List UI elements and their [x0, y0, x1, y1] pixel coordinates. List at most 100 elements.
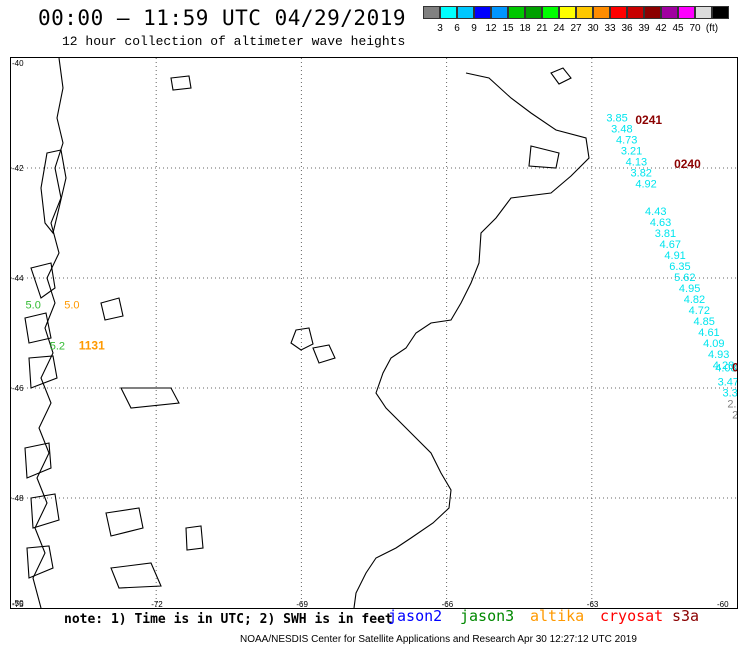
legend-swatch: [712, 6, 729, 19]
axis-labels: -40 -42 -44 -46 -48 -50-75 -72 -69 -66 -63 -60: [12, 59, 729, 609]
lake-1: [100, 297, 124, 321]
lake-4: [110, 562, 162, 589]
satellite-name-altika: altika: [530, 607, 585, 625]
map-canvas: -40 -42 -44 -46 -48 -50-75 -72 -69 -66 -63 -60 3.8…: [11, 57, 740, 609]
wave-height-value: 4.13: [626, 156, 647, 168]
chile-coastline: [32, 57, 64, 609]
satellite-name-jason3: jason3: [460, 607, 515, 625]
coastal-wave-value: 5.0: [64, 299, 79, 311]
wave-height-value: 3.81: [655, 228, 676, 240]
legend-swatch: [695, 6, 712, 19]
legend-swatch: [508, 6, 525, 19]
coastal-inlet: [528, 145, 560, 169]
wave-height-value: 4.91: [664, 250, 685, 262]
fjord-islands-5: [30, 493, 60, 529]
lake-6: [185, 525, 204, 551]
longitude-label: -66: [442, 600, 454, 608]
altimeter-tracks: 3.853.484.733.214.133.824.92 4.434.633.81…: [26, 112, 740, 432]
fjord-islands-6: [26, 545, 54, 579]
wave-height-value: 4.67: [660, 239, 681, 251]
latitude-label: -42: [12, 164, 24, 173]
island-east: [290, 327, 314, 351]
wave-height-value: 3.47: [718, 376, 737, 388]
legend-swatch: [491, 6, 508, 19]
wave-height-value: 4.82: [684, 294, 705, 306]
wave-height-value: 4.61: [698, 327, 719, 339]
legend-swatch: [593, 6, 610, 19]
legend-swatch: [644, 6, 661, 19]
fjord-islands-2: [24, 312, 52, 344]
legend-tick-label: 33: [604, 23, 616, 34]
legend-swatch: [474, 6, 491, 19]
legend-swatch: [610, 6, 627, 19]
wave-height-value: 4.95: [679, 283, 700, 295]
coastline: [24, 57, 590, 609]
longitude-label: -69: [296, 600, 308, 608]
map-subtitle: 12 hour collection of altimeter wave hei…: [62, 34, 406, 49]
wave-height-value: 2.62: [732, 409, 737, 421]
latitude-label: -48: [12, 494, 24, 503]
legend-tick-label: 45: [672, 23, 684, 34]
legend-swatch: [559, 6, 576, 19]
argentina-coastline: [353, 72, 590, 609]
legend-tick-label: 39: [638, 23, 650, 34]
lake-5: [170, 75, 192, 91]
coast-detail-north: [550, 67, 572, 85]
lake-3: [105, 507, 144, 537]
legend-tick-label: (ft): [705, 23, 719, 34]
legend-tick-label: 6: [454, 23, 460, 34]
wave-height-value: 5.62: [674, 272, 695, 284]
fjord-islands-4: [24, 442, 52, 479]
wave-height-value: 4.93: [708, 349, 729, 361]
wave-height-value: 4.72: [689, 305, 710, 317]
wave-height-value: 4.73: [616, 134, 637, 146]
longitude-label: -75: [12, 600, 24, 608]
legend-swatch: [542, 6, 559, 19]
wave-height-value: 4.08: [715, 363, 736, 375]
satellite-name-cryosat: cryosat: [600, 607, 664, 625]
wave-height-value: 4.85: [693, 316, 714, 328]
pass-time-label: 0: [732, 361, 737, 375]
pass-time-label: 0240: [674, 157, 701, 171]
longitude-label: -72: [151, 600, 163, 608]
pass-time-label: 0241: [635, 113, 662, 127]
wave-height-value: 4.92: [635, 178, 656, 190]
legend-swatch: [457, 6, 474, 19]
legend-tick-label: 36: [621, 23, 633, 34]
legend-tick-label: 27: [570, 23, 582, 34]
wave-height-value: 6.35: [669, 261, 690, 273]
wave-height-value: 3.21: [621, 145, 642, 157]
wave-height-value: 2.81: [727, 398, 737, 410]
wave-height-value: 3.33: [722, 387, 737, 399]
map-title: 00:00 – 11:59 UTC 04/29/2019: [38, 6, 407, 30]
legend-swatch: [627, 6, 644, 19]
latitude-label: -50: [12, 599, 24, 608]
longitude-label: -60: [717, 600, 729, 608]
wave-height-value: 4.63: [650, 217, 671, 229]
legend-tick-label: 9: [471, 23, 477, 34]
legend-tick-label: 21: [536, 23, 548, 34]
fjord-islands-3: [28, 355, 58, 389]
lake-2: [120, 387, 180, 409]
chiloe-island: [40, 149, 67, 235]
latitude-label: -44: [12, 274, 24, 283]
footer-credit: NOAA/NESDIS Center for Satellite Applica…: [240, 634, 637, 645]
longitude-label: -63: [587, 600, 599, 608]
island-east-2: [312, 344, 336, 364]
legend-swatch: [423, 6, 440, 19]
fjord-islands-1: [30, 262, 56, 299]
footer-note: note: 1) Time is in UTC; 2) SWH is in fe…: [64, 612, 393, 627]
wave-height-value: 3.48: [611, 123, 632, 135]
latitude-label: -40: [12, 59, 24, 68]
legend-swatch: [661, 6, 678, 19]
wave-height-value: 4.09: [703, 338, 724, 350]
legend-tick-label: 30: [587, 23, 599, 34]
legend-tick-label: 42: [655, 23, 667, 34]
legend-swatch: [678, 6, 695, 19]
coastal-wave-value: 5.0: [26, 299, 41, 311]
satellite-name-s3a: s3a: [672, 607, 700, 625]
wave-height-value: 3.82: [631, 167, 652, 179]
legend-tick-label: 12: [485, 23, 497, 34]
map-frame: -40 -42 -44 -46 -48 -50 -75 -72 -69 -66 -63 -60 3.8…: [10, 57, 740, 609]
pass-time-label: 1131: [79, 339, 105, 353]
